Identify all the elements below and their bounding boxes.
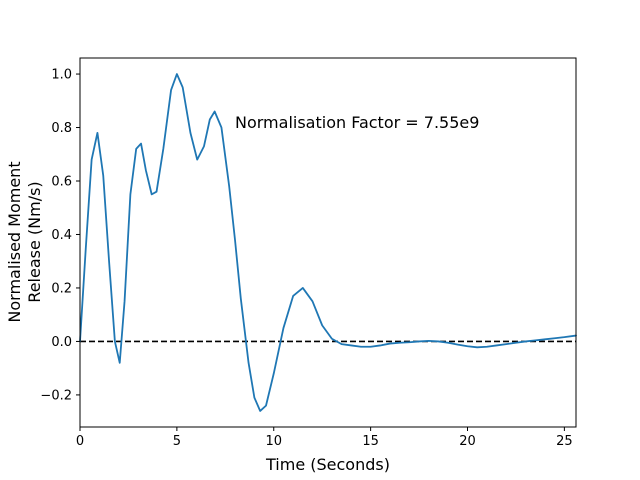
- x-tick-label: 5: [173, 434, 181, 449]
- y-axis-title-line-2: Release (Nm/s): [25, 181, 44, 302]
- y-tick-label: 0.8: [51, 121, 72, 136]
- y-tick-label: 1.0: [51, 68, 72, 83]
- x-tick-label: 25: [556, 434, 573, 449]
- x-tick-label: 0: [76, 434, 84, 449]
- x-tick-label: 20: [459, 434, 476, 449]
- x-axis-title: Time (Seconds): [265, 455, 390, 474]
- y-tick-label: 0.4: [51, 228, 72, 243]
- series-line-0: [79, 73, 577, 412]
- y-tick-label: 0.6: [51, 175, 72, 190]
- normalisation-factor-annotation: Normalisation Factor = 7.55e9: [235, 113, 479, 132]
- y-tick-label: −0.2: [40, 388, 72, 403]
- plot-background: [80, 58, 576, 427]
- y-tick-label: 0.0: [51, 335, 72, 350]
- plot-frame: [79, 57, 577, 428]
- x-tick-label: 10: [265, 434, 282, 449]
- y-tick-label: 0.2: [51, 281, 72, 296]
- y-axis-title-line-1: Normalised Moment: [5, 161, 24, 322]
- x-tick-label: 15: [362, 434, 379, 449]
